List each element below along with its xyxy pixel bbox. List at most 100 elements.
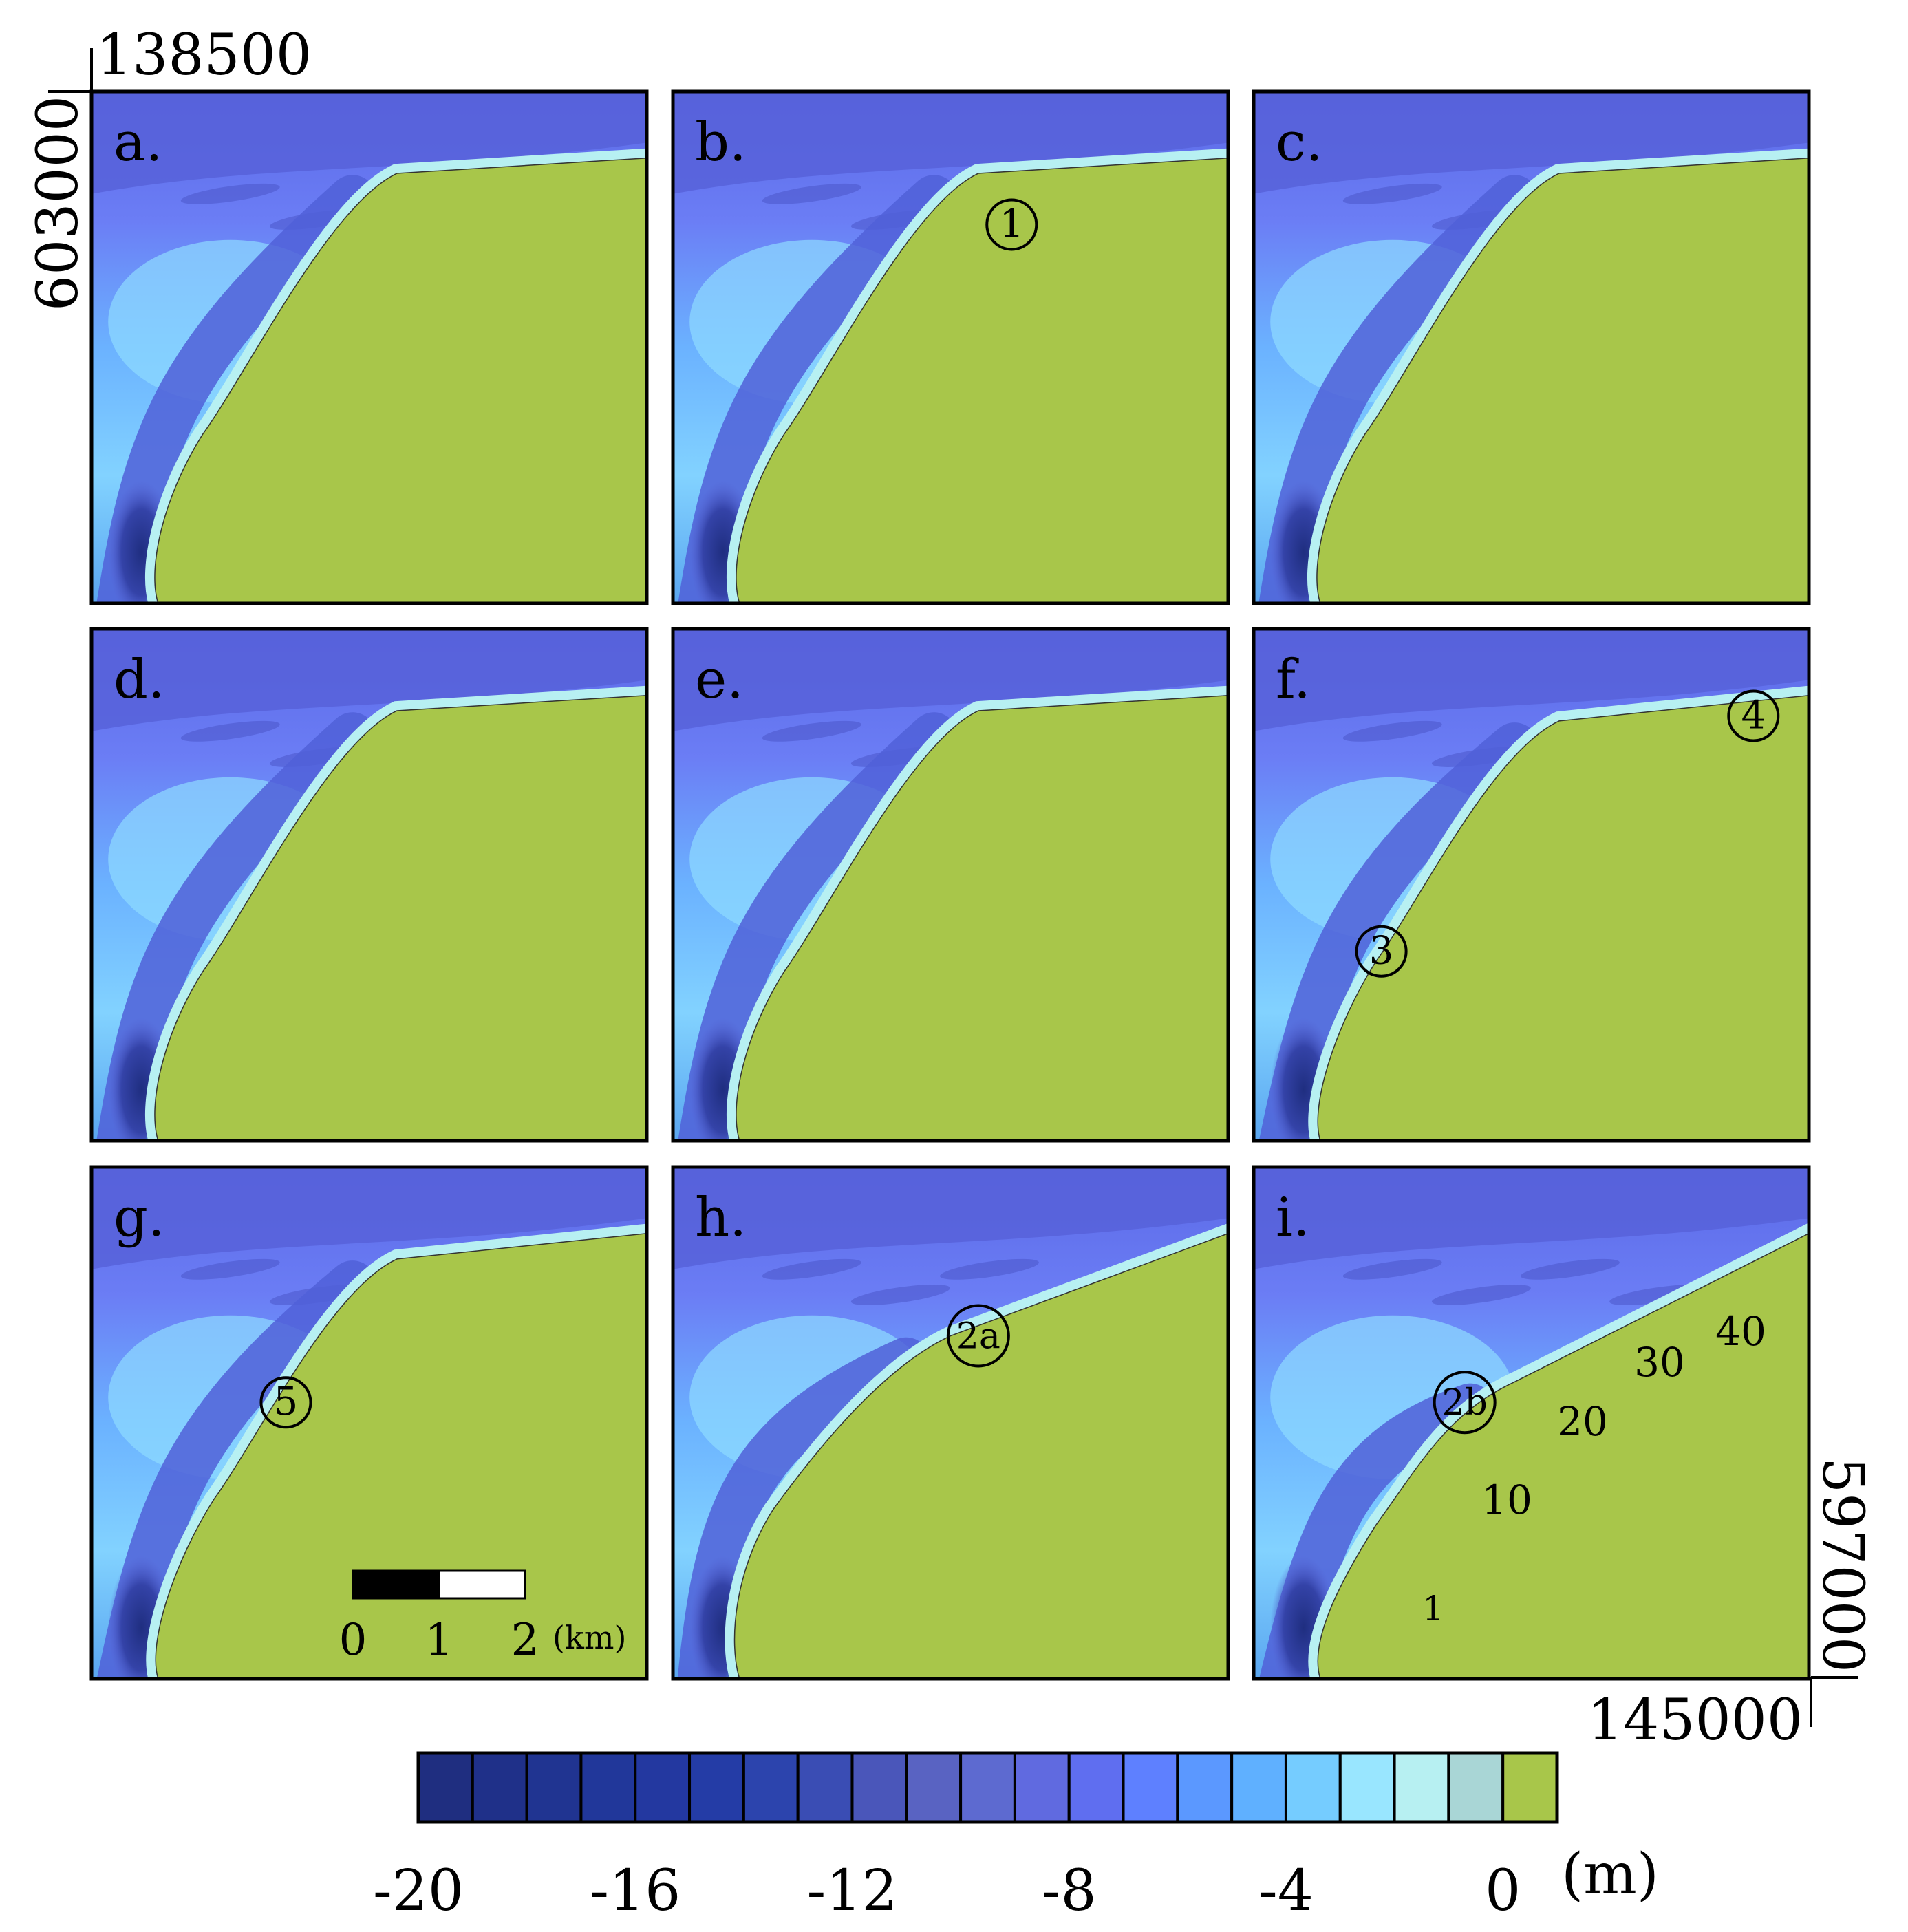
colorbar-cell <box>796 1752 854 1823</box>
offshore-deep-band <box>92 1167 647 1269</box>
land-area <box>1317 694 1809 1141</box>
shoreline-label-30: 30 <box>1634 1339 1685 1386</box>
panel-frame <box>671 1165 1230 1681</box>
colorbar-cell <box>1338 1752 1396 1823</box>
map-panel-h: h. 2a <box>671 1165 1230 1681</box>
sandbar-streak <box>1521 1258 1620 1280</box>
sandbar-streak <box>180 1258 280 1280</box>
map-panel-g: g. 5 <box>89 1165 649 1681</box>
site-marker-label: 1 <box>999 202 1024 246</box>
colorbar-tick-label: -8 <box>1042 1858 1097 1924</box>
panel-frame <box>671 89 1230 605</box>
panel-frame <box>89 1165 649 1681</box>
coordinate-frame: 138500 603000 145000 597000 <box>25 23 1875 1753</box>
map-panel-b: b. 1 <box>671 89 1230 605</box>
site-marker-circle <box>1727 689 1780 742</box>
sandbar-streak <box>1342 720 1442 742</box>
site-marker-label: 2b <box>1441 1382 1487 1424</box>
site-marker-label: 5 <box>274 1380 299 1424</box>
site-marker-label: 2a <box>956 1316 1000 1357</box>
colorbar-cell <box>1067 1752 1125 1823</box>
colorbar-tick-label: -20 <box>373 1858 464 1924</box>
colorbar-tick-label: -12 <box>806 1858 897 1924</box>
colorbar-cell <box>1230 1752 1287 1823</box>
panel-frame <box>1252 89 1811 605</box>
sandbar-streak <box>180 183 280 204</box>
offshore-deep-band <box>1254 92 1809 194</box>
map-panel-grid: a. b. 1 c. d. e. f. 4 3 g. 5 h. 2a i. 2b <box>89 89 1811 1681</box>
panel-frame <box>1252 1165 1811 1681</box>
map-panel-e: e. <box>671 627 1230 1143</box>
colorbar-cells <box>417 1752 1558 1823</box>
panel-label: e. <box>695 649 744 711</box>
colorbar-cell <box>1013 1752 1071 1823</box>
panel-label: d. <box>114 649 165 711</box>
colorbar-cell <box>579 1752 637 1823</box>
offshore-deep-band <box>1254 629 1809 731</box>
sandbar-streak <box>1342 1258 1442 1280</box>
colorbar-cell <box>634 1752 692 1823</box>
site-marker-circle <box>1355 925 1408 978</box>
offshore-deep-band <box>673 92 1228 194</box>
scale-bar: 0 1 2 (km) <box>339 1569 626 1666</box>
site-marker-circle <box>259 1376 312 1429</box>
colorbar-cell <box>1284 1752 1342 1823</box>
shoreline-labels: 1 10 20 30 40 <box>1422 1308 1766 1629</box>
panel-frame <box>89 89 649 605</box>
site-marker-label: 3 <box>1369 929 1394 974</box>
map-panel-a: a. <box>89 89 649 605</box>
shoreline-label-1: 1 <box>1422 1589 1444 1629</box>
panel-label: c. <box>1276 111 1322 173</box>
sandbar-streak <box>1431 1285 1531 1305</box>
colorbar-cell <box>742 1752 800 1823</box>
colorbar-cell <box>471 1752 528 1823</box>
land-area <box>1316 157 1809 603</box>
colorbar-cell <box>1176 1752 1234 1823</box>
land-area <box>736 157 1228 603</box>
land-area <box>736 694 1228 1141</box>
offshore-deep-band <box>673 1167 1228 1269</box>
colorbar-cell <box>417 1752 474 1823</box>
shoreline-label-10: 10 <box>1481 1477 1532 1523</box>
panel-frame <box>1252 627 1811 1143</box>
sandbar-streak <box>940 1258 1039 1280</box>
colorbar-tick-label: 0 <box>1485 1858 1521 1924</box>
site-marker-circle <box>1433 1371 1497 1435</box>
colorbar-ticks: -20 -16 -12 -8 -4 0 <box>373 1858 1521 1924</box>
offshore-deep-band <box>92 629 647 731</box>
shoreline-label-20: 20 <box>1557 1398 1608 1445</box>
coord-bottom-x: 145000 <box>1587 1688 1803 1753</box>
map-panel-f: f. 4 3 <box>1252 627 1811 1143</box>
land-area <box>154 694 647 1141</box>
colorbar-frame <box>416 1751 1559 1824</box>
panel-label: h. <box>695 1187 747 1249</box>
colorbar-cell <box>1393 1752 1450 1823</box>
colorbar-cell <box>959 1752 1016 1823</box>
offshore-deep-band <box>92 92 647 194</box>
land-area <box>155 1232 647 1679</box>
sandbar-streak <box>1342 183 1442 204</box>
map-panel-i: i. 2b <box>1252 1165 1811 1681</box>
colorbar-cell <box>905 1752 963 1823</box>
map-panel-c: c. <box>1252 89 1811 605</box>
coord-right-y: 597000 <box>1810 1457 1875 1673</box>
panel-label: b. <box>695 111 747 173</box>
colorbar-cell <box>850 1752 908 1823</box>
colorbar-cell <box>1447 1752 1505 1823</box>
panel-label: f. <box>1276 649 1311 711</box>
scale-tick-1: 1 <box>425 1615 453 1666</box>
colorbar-tick-label: -16 <box>590 1858 680 1924</box>
sandbar-streak <box>762 183 861 204</box>
offshore-deep-band <box>673 629 1228 731</box>
scale-tick-2: 2 <box>511 1615 539 1666</box>
sandbar-streak <box>762 1258 861 1280</box>
colorbar-cell <box>688 1752 745 1823</box>
coord-top-x: 138500 <box>96 23 312 88</box>
land-area <box>1317 1232 1809 1679</box>
scale-unit: (km) <box>553 1619 626 1656</box>
colorbar-tick-label: -4 <box>1258 1858 1314 1924</box>
sandbar-streak <box>850 1285 950 1305</box>
site-marker-circle <box>985 198 1038 251</box>
scale-tick-0: 0 <box>339 1615 367 1666</box>
